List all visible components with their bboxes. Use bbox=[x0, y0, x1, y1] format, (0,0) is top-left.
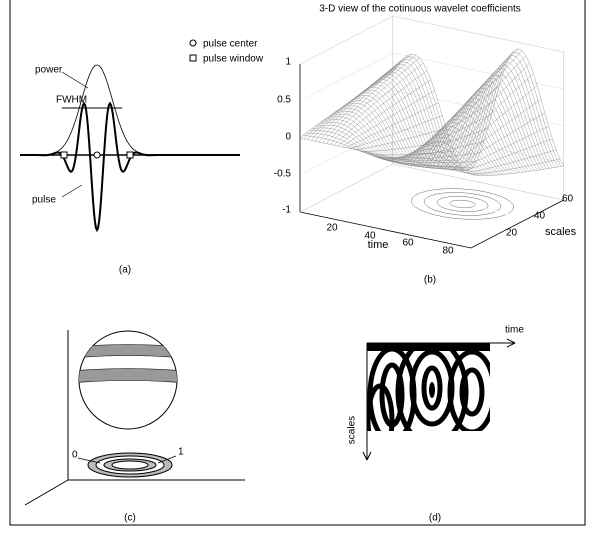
frame bbox=[10, 0, 585, 525]
panel-b: 3-D view of the cotinuous wavelet coeffi… bbox=[274, 4, 577, 286]
leader bbox=[62, 185, 82, 197]
power-curve bbox=[20, 65, 240, 155]
legend-label: pulse center bbox=[203, 39, 258, 50]
caption: (b) bbox=[424, 275, 436, 286]
mesh-line bbox=[411, 189, 513, 220]
axis bbox=[25, 480, 68, 505]
plot-title: 3-D view of the cotinuous wavelet coeffi… bbox=[319, 4, 521, 15]
mesh-line bbox=[330, 63, 423, 144]
mesh-line bbox=[312, 128, 483, 176]
mesh-line bbox=[437, 196, 488, 211]
z-tick: 0 bbox=[285, 132, 291, 143]
mesh-line bbox=[300, 200, 564, 248]
axis-label: scales bbox=[545, 226, 577, 238]
mesh-line bbox=[471, 166, 564, 176]
leader bbox=[62, 72, 88, 88]
binary-image bbox=[367, 340, 494, 454]
scale-tick: 60 bbox=[562, 194, 574, 205]
mesh-line bbox=[429, 51, 522, 166]
pulse-curve bbox=[20, 103, 240, 230]
mesh-line bbox=[300, 53, 564, 101]
z-tick: 1 bbox=[285, 57, 291, 68]
caption: (a) bbox=[119, 265, 131, 276]
caption: (c) bbox=[124, 513, 136, 524]
pulse-label: pulse bbox=[32, 195, 56, 206]
panel-d: time scales (d) bbox=[347, 325, 525, 524]
legend-marker bbox=[190, 55, 196, 61]
mesh-line bbox=[300, 16, 564, 64]
legend-marker bbox=[190, 40, 196, 46]
mesh-line bbox=[344, 98, 515, 174]
scale-tick: 40 bbox=[534, 211, 546, 222]
mesh-line bbox=[335, 106, 506, 174]
mesh-line bbox=[300, 164, 564, 212]
axis-label: time bbox=[505, 325, 524, 336]
fwhm-label: FWHM bbox=[56, 95, 87, 106]
scale-tick: 20 bbox=[506, 228, 518, 239]
z-tick: 0.5 bbox=[277, 95, 291, 106]
time-tick: 20 bbox=[326, 223, 338, 234]
surface bbox=[300, 16, 564, 248]
mesh-line bbox=[332, 109, 503, 175]
center-marker bbox=[94, 152, 100, 158]
panel-a: power FWHM pulse pulse center pulse wind… bbox=[20, 39, 264, 276]
ring-label: 1 bbox=[178, 447, 184, 458]
ring-label: 0 bbox=[72, 450, 78, 461]
legend-label: pulse window bbox=[203, 54, 264, 65]
mesh-line bbox=[424, 193, 501, 216]
power-label: power bbox=[35, 65, 63, 76]
ring bbox=[112, 461, 148, 469]
mesh-line bbox=[450, 200, 476, 208]
time-tick: 60 bbox=[402, 238, 414, 249]
figure: power FWHM pulse pulse center pulse wind… bbox=[0, 0, 597, 533]
time-tick: 80 bbox=[442, 246, 454, 257]
window-marker bbox=[61, 152, 67, 158]
z-tick: -0.5 bbox=[274, 169, 292, 180]
axis-label: scales bbox=[347, 416, 358, 444]
axis-label: time bbox=[368, 239, 389, 251]
window-marker bbox=[127, 152, 133, 158]
mesh-line bbox=[467, 159, 560, 174]
panel-c: 0 1 (c) bbox=[25, 330, 245, 524]
z-tick: -1 bbox=[282, 205, 291, 216]
caption: (d) bbox=[429, 513, 441, 524]
